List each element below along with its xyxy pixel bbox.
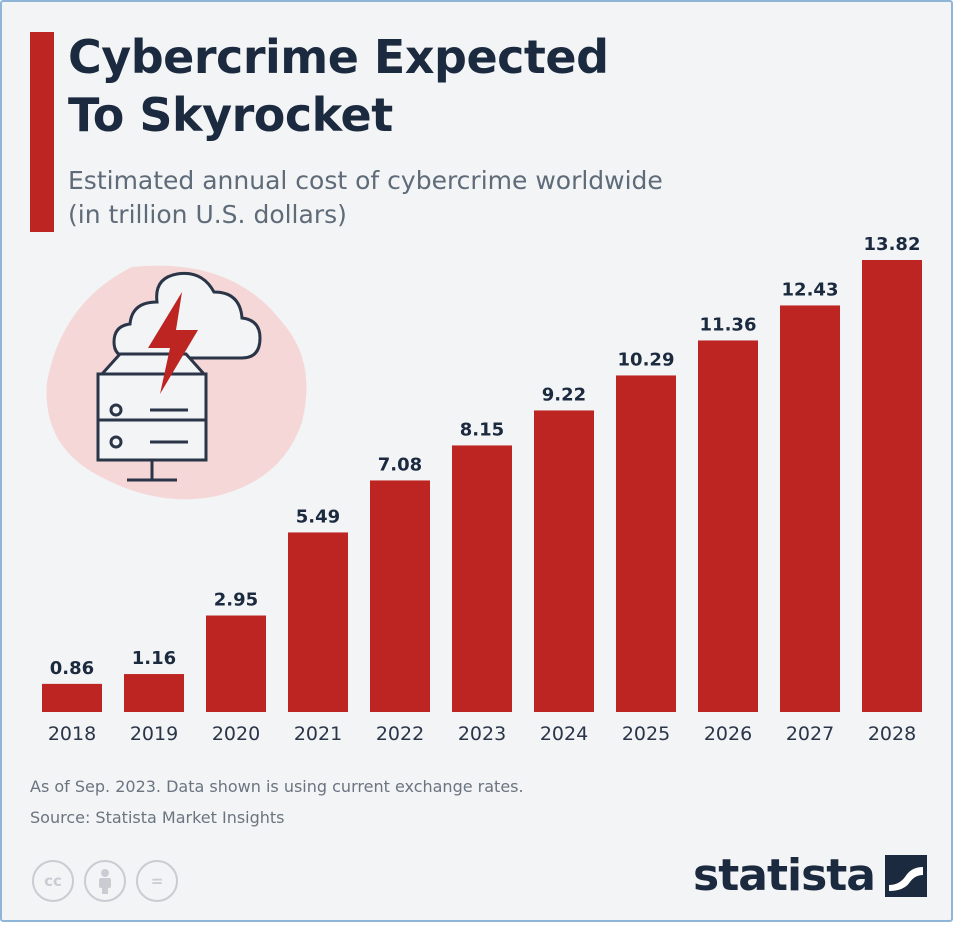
value-labels-group: 0.86 1.16 2.95 5.49 7.08 8.15 9.22 10.29 11.36 12…: [50, 234, 921, 679]
chart-source: Source: Statista Market Insights: [30, 808, 285, 827]
statista-brand[interactable]: statista: [693, 850, 927, 901]
tick-label-2023: 2023: [458, 723, 506, 745]
bar-2025: [616, 375, 676, 712]
bar-chart: 0.86 1.16 2.95 5.49 7.08 8.15 9.22 10.29 11.36 12…: [42, 234, 922, 745]
title-line-2: To Skyrocket: [68, 88, 393, 142]
bar-2024: [534, 410, 594, 712]
value-label-2027: 12.43: [782, 279, 839, 300]
value-label-2018: 0.86: [50, 658, 94, 679]
chart-note: As of Sep. 2023. Data shown is using cur…: [30, 777, 524, 796]
no-derivatives-icon[interactable]: =: [136, 860, 178, 902]
cloud-server-lightning-icon: [46, 265, 307, 500]
bar-2027: [780, 305, 840, 712]
tick-label-2018: 2018: [48, 723, 96, 745]
title-accent-bar: [30, 32, 54, 232]
tick-label-2021: 2021: [294, 723, 342, 745]
bar-2023: [452, 445, 512, 712]
bar-2028: [862, 260, 922, 712]
value-label-2022: 7.08: [378, 454, 422, 475]
value-label-2019: 1.16: [132, 648, 176, 669]
bar-2019: [124, 674, 184, 712]
bar-2020: [206, 615, 266, 712]
license-icons: cc =: [32, 860, 178, 902]
bar-2018: [42, 683, 102, 712]
tick-label-2025: 2025: [622, 723, 670, 745]
bars-group: [42, 260, 922, 712]
value-label-2021: 5.49: [296, 506, 340, 527]
value-label-2023: 8.15: [460, 419, 504, 440]
value-label-2020: 2.95: [214, 590, 258, 611]
subtitle-line-2: (in trillion U.S. dollars): [68, 200, 347, 229]
tick-labels-group: 2018 2019 2020 2021 2022 2023 2024 2025 2026 2027…: [48, 723, 916, 745]
tick-label-2019: 2019: [130, 723, 178, 745]
title-line-1: Cybercrime Expected: [68, 30, 609, 84]
tick-label-2027: 2027: [786, 723, 834, 745]
subtitle-line-1: Estimated annual cost of cybercrime worl…: [68, 166, 663, 195]
value-label-2025: 10.29: [618, 349, 675, 370]
tick-label-2026: 2026: [704, 723, 752, 745]
creative-commons-icon[interactable]: cc: [32, 860, 74, 902]
attribution-icon[interactable]: [84, 860, 126, 902]
value-label-2026: 11.36: [700, 314, 757, 335]
statista-logo-icon: [885, 854, 927, 897]
tick-label-2028: 2028: [868, 723, 916, 745]
chart-title: Cybercrime Expected To Skyrocket: [68, 28, 609, 144]
tick-label-2024: 2024: [540, 723, 588, 745]
bar-2021: [288, 532, 348, 712]
bar-2022: [370, 480, 430, 712]
bar-2026: [698, 340, 758, 712]
value-label-2024: 9.22: [542, 384, 586, 405]
tick-label-2022: 2022: [376, 723, 424, 745]
value-label-2028: 13.82: [864, 234, 921, 255]
tick-label-2020: 2020: [212, 723, 260, 745]
chart-subtitle: Estimated annual cost of cybercrime worl…: [68, 164, 663, 232]
brand-wordmark: statista: [693, 850, 876, 901]
